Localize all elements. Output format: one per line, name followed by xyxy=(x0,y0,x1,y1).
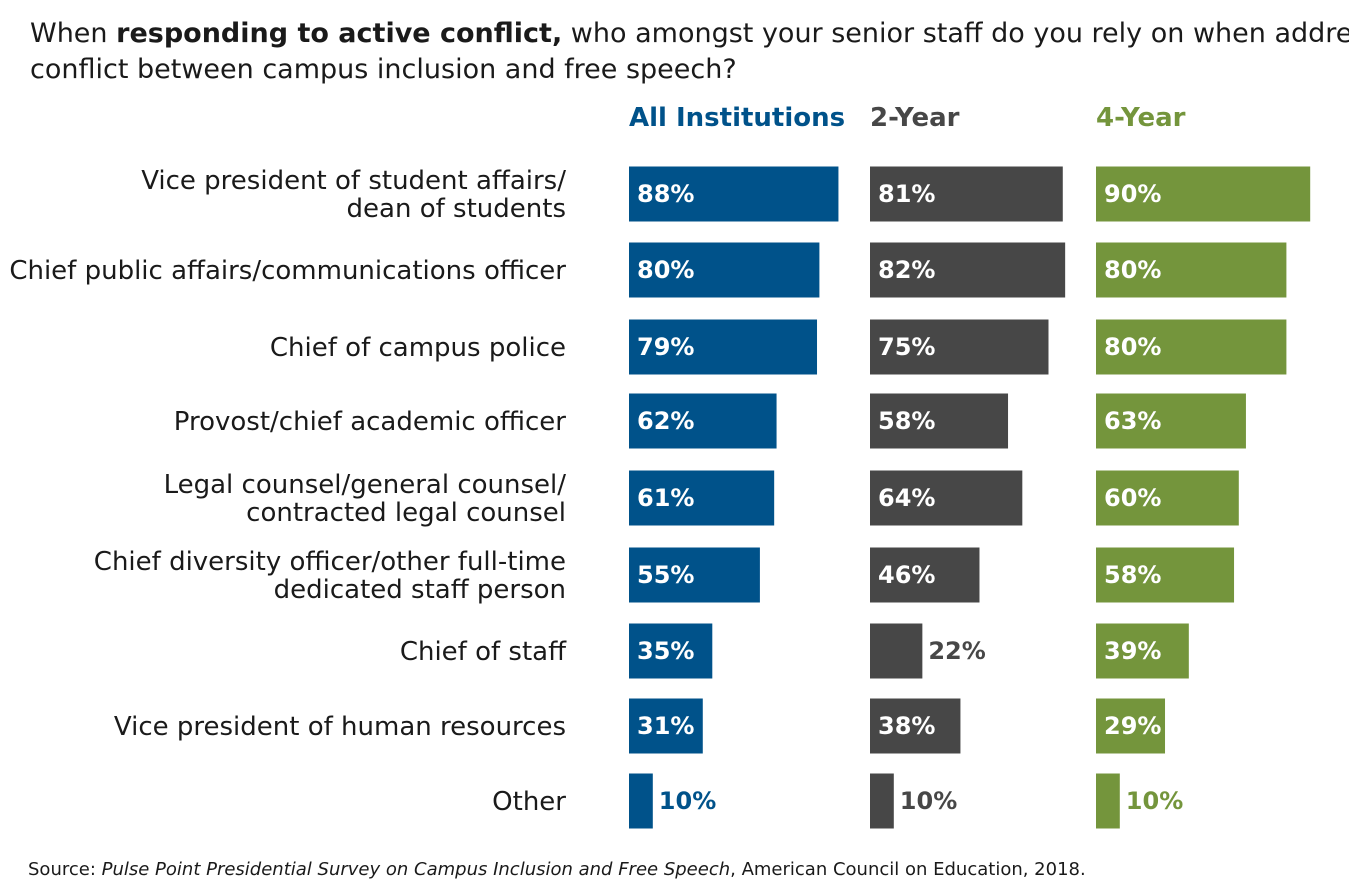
category-label-line: contracted legal counsel xyxy=(246,498,566,528)
category-label-0: Vice president of student affairs/dean o… xyxy=(141,166,566,224)
bar-series1-cat6 xyxy=(870,623,923,679)
source-prefix: Source: xyxy=(28,859,102,880)
category-label-line: Legal counsel/general counsel/ xyxy=(164,470,567,500)
data-label-series1-cat3: 58% xyxy=(878,407,935,435)
data-label-series2-cat3: 63% xyxy=(1104,407,1161,435)
bar-series0-cat5 xyxy=(629,547,760,603)
bar-series0-cat2 xyxy=(629,319,818,375)
question-bold: responding to active conflict, xyxy=(116,18,562,49)
source-note: Source: Pulse Point Presidential Survey … xyxy=(28,859,1086,880)
bar-series2-cat8 xyxy=(1096,773,1120,829)
bar-series2-cat3 xyxy=(1096,393,1246,449)
category-label-line: Chief public affairs/communications offi… xyxy=(9,256,566,286)
bar-groups: 88% 80% 79% 62% 61% 55% 35% 31% 10% 81% 82% 75% 58% 6… xyxy=(629,166,1311,829)
data-label-series0-cat4: 61% xyxy=(637,484,694,512)
question-line-2: conflict between campus inclusion and fr… xyxy=(30,54,737,85)
category-labels: Vice president of student affairs/dean o… xyxy=(9,166,567,817)
category-label-line: dedicated staff person xyxy=(274,575,566,605)
category-label-7: Vice president of human resources xyxy=(114,712,566,742)
data-label-series2-cat4: 60% xyxy=(1104,484,1161,512)
source-title: Pulse Point Presidential Survey on Campu… xyxy=(102,859,731,880)
bar-series0-cat7 xyxy=(629,698,703,754)
category-label-line: dean of students xyxy=(347,194,566,224)
data-label-series1-cat4: 64% xyxy=(878,484,935,512)
data-label-series1-cat5: 46% xyxy=(878,561,935,589)
category-label-line: Vice president of student affairs/ xyxy=(141,166,566,196)
bar-series0-cat0 xyxy=(629,166,839,222)
data-label-series0-cat8: 10% xyxy=(659,787,716,815)
data-label-series0-cat6: 35% xyxy=(637,637,694,665)
data-label-series1-cat7: 38% xyxy=(878,712,935,740)
data-label-series0-cat3: 62% xyxy=(637,407,694,435)
data-label-series2-cat6: 39% xyxy=(1104,637,1161,665)
category-label-3: Provost/chief academic officer xyxy=(174,407,567,437)
question-part-1: When xyxy=(30,18,116,49)
category-label-line: Chief of campus police xyxy=(270,333,566,363)
question-part-2: who amongst your senior staff do you rel… xyxy=(562,18,1349,49)
category-label-line: Chief diversity officer/other full-time xyxy=(94,547,566,577)
series-header-0: All Institutions xyxy=(629,103,845,133)
bar-series1-cat2 xyxy=(870,319,1049,375)
data-label-series1-cat8: 10% xyxy=(900,787,957,815)
data-label-series2-cat1: 80% xyxy=(1104,256,1161,284)
category-label-5: Chief diversity officer/other full-time d… xyxy=(94,547,566,605)
data-label-series1-cat0: 81% xyxy=(878,180,935,208)
series-headers: All Institutions 2-Year 4-Year xyxy=(629,103,1186,133)
bar-series1-cat8 xyxy=(870,773,894,829)
data-label-series0-cat5: 55% xyxy=(637,561,694,589)
bar-series1-cat1 xyxy=(870,242,1066,298)
data-label-series0-cat7: 31% xyxy=(637,712,694,740)
category-label-6: Chief of staff xyxy=(400,637,567,667)
question-line-1: When responding to active conflict, who … xyxy=(30,18,1349,49)
category-label-8: Other xyxy=(492,787,566,817)
data-label-series1-cat1: 82% xyxy=(878,256,935,284)
data-label-series2-cat0: 90% xyxy=(1104,180,1161,208)
series-header-1: 2-Year xyxy=(870,103,960,133)
category-label-2: Chief of campus police xyxy=(270,333,566,363)
bar-series2-cat0 xyxy=(1096,166,1311,222)
bar-series1-cat3 xyxy=(870,393,1009,449)
bar-series2-cat7 xyxy=(1096,698,1166,754)
category-label-line: Chief of staff xyxy=(400,637,567,667)
data-label-series2-cat5: 58% xyxy=(1104,561,1161,589)
category-label-1: Chief public affairs/communications offi… xyxy=(9,256,566,286)
bar-series0-cat4 xyxy=(629,470,775,526)
data-label-series1-cat6: 22% xyxy=(928,637,985,665)
bar-series2-cat1 xyxy=(1096,242,1287,298)
bar-series1-cat4 xyxy=(870,470,1023,526)
bar-series2-cat5 xyxy=(1096,547,1235,603)
data-label-series0-cat1: 80% xyxy=(637,256,694,284)
bar-series2-cat6 xyxy=(1096,623,1189,679)
bar-series1-cat7 xyxy=(870,698,961,754)
bar-series0-cat1 xyxy=(629,242,820,298)
data-label-series2-cat2: 80% xyxy=(1104,333,1161,361)
bar-series1-cat5 xyxy=(870,547,980,603)
category-label-line: Other xyxy=(492,787,566,817)
category-label-line: Vice president of human resources xyxy=(114,712,566,742)
bar-series2-cat4 xyxy=(1096,470,1239,526)
bar-series1-cat0 xyxy=(870,166,1063,222)
category-label-line: Provost/chief academic officer xyxy=(174,407,567,437)
category-label-4: Legal counsel/general counsel/contracted… xyxy=(164,470,567,528)
series-header-2: 4-Year xyxy=(1096,103,1186,133)
data-label-series2-cat8: 10% xyxy=(1126,787,1183,815)
bar-series0-cat6 xyxy=(629,623,713,679)
data-label-series0-cat0: 88% xyxy=(637,180,694,208)
bar-series0-cat8 xyxy=(629,773,653,829)
data-label-series2-cat7: 29% xyxy=(1104,712,1161,740)
data-label-series0-cat2: 79% xyxy=(637,333,694,361)
bar-series2-cat2 xyxy=(1096,319,1287,375)
bar-series0-cat3 xyxy=(629,393,777,449)
data-label-series1-cat2: 75% xyxy=(878,333,935,361)
source-suffix: , American Council on Education, 2018. xyxy=(730,859,1086,880)
